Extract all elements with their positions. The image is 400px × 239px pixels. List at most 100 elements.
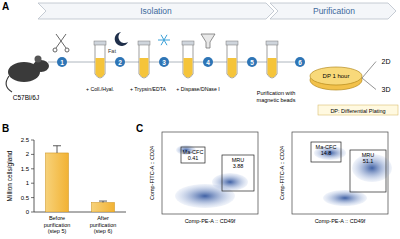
panel-label: B bbox=[2, 123, 9, 134]
tube-wall bbox=[183, 44, 193, 78]
y-tick bbox=[31, 154, 34, 155]
flow-y-label: Comp-FITC-A :: CD24 bbox=[279, 146, 285, 200]
purification-label: magnetic beads bbox=[257, 97, 296, 103]
tube-wall bbox=[139, 44, 149, 78]
tube-liquid bbox=[140, 58, 149, 78]
category-line: (step 5) bbox=[48, 228, 67, 234]
y-axis bbox=[34, 140, 35, 212]
gate-name: Ma-CFC bbox=[183, 149, 204, 155]
flow-plot-frame bbox=[162, 132, 258, 214]
mouse-ear bbox=[35, 56, 42, 63]
bar bbox=[46, 153, 69, 212]
error-cap bbox=[53, 145, 61, 146]
step-circle bbox=[203, 57, 213, 67]
tube-wall bbox=[267, 44, 277, 78]
snowflake-arm bbox=[161, 35, 167, 45]
tube-liquid bbox=[96, 58, 105, 78]
mouse-strain: C57Bl/6J bbox=[13, 94, 39, 101]
y-tick bbox=[31, 140, 34, 141]
phase-arrow bbox=[270, 3, 396, 19]
funnel-icon bbox=[201, 34, 215, 48]
error-cap bbox=[99, 201, 107, 202]
note-box bbox=[318, 105, 398, 115]
y-tick-label: 1.5 bbox=[21, 166, 30, 172]
output-arrow bbox=[362, 78, 376, 90]
blade bbox=[56, 34, 66, 48]
process-line bbox=[48, 62, 300, 63]
cell-cloud bbox=[212, 173, 248, 191]
gate bbox=[350, 150, 386, 192]
fat-label: Fat bbox=[108, 48, 116, 54]
blade bbox=[56, 34, 66, 48]
output-arrow bbox=[362, 62, 376, 79]
tube-cap bbox=[94, 41, 106, 45]
phase-label: Purification bbox=[313, 6, 355, 16]
panel-label: A bbox=[2, 1, 9, 12]
step-circle bbox=[57, 57, 67, 67]
step-number: 2 bbox=[118, 59, 122, 66]
flow-x-label: Comp-PE-A :: CD49f bbox=[185, 218, 236, 224]
tube bbox=[138, 41, 150, 78]
y-tick bbox=[31, 168, 34, 169]
tube bbox=[266, 41, 278, 78]
moon-icon bbox=[115, 32, 128, 46]
tube-cap bbox=[138, 41, 150, 45]
tube bbox=[182, 41, 194, 78]
error-bar bbox=[53, 146, 61, 153]
note-label: DP: Differential Plating bbox=[330, 108, 385, 114]
step-circle bbox=[159, 57, 169, 67]
step-number: 5 bbox=[250, 59, 254, 66]
gate-name: MRU bbox=[362, 152, 375, 158]
category-label: Afterpurification(step 6) bbox=[90, 215, 117, 234]
mouse-tail bbox=[6, 76, 12, 92]
tube-cap bbox=[266, 41, 278, 45]
handle bbox=[53, 48, 57, 52]
category-line: purification bbox=[90, 222, 117, 228]
phase-arrow bbox=[38, 3, 274, 19]
tube-wall bbox=[227, 44, 237, 78]
category-line: After bbox=[97, 215, 109, 221]
gate bbox=[181, 147, 205, 163]
y-tick-label: 2.5 bbox=[21, 137, 30, 143]
scissors-icon bbox=[53, 34, 69, 52]
cell-cloud bbox=[323, 190, 367, 206]
mouse-head bbox=[33, 60, 49, 72]
snowflake-icon bbox=[158, 35, 170, 45]
tube-wall bbox=[95, 44, 105, 78]
y-tick bbox=[31, 183, 34, 184]
step-circle bbox=[295, 57, 305, 67]
step-number: 4 bbox=[206, 59, 210, 66]
step-circle bbox=[115, 57, 125, 67]
error-line bbox=[57, 146, 58, 153]
gate bbox=[311, 142, 341, 162]
gate-value: 3.88 bbox=[233, 163, 244, 169]
y-tick bbox=[31, 212, 34, 213]
snowflake-arm bbox=[161, 35, 167, 45]
flow-x-label: Comp-PE-A :: CD49f bbox=[315, 218, 366, 224]
mouse-icon bbox=[6, 56, 49, 93]
gate-value: 0.41 bbox=[188, 155, 199, 161]
gate bbox=[222, 155, 254, 191]
y-tick-label: 0.5 bbox=[21, 195, 30, 201]
tube bbox=[94, 41, 106, 78]
tube-liquid bbox=[184, 58, 193, 78]
figure: ABCIsolationPurificationC57Bl/6J123456Fa… bbox=[0, 0, 400, 239]
handle bbox=[65, 48, 69, 52]
dish-top bbox=[310, 67, 362, 85]
panel-label: C bbox=[136, 123, 143, 134]
dish-label: DP 1 hour bbox=[323, 73, 350, 79]
category-line: purification bbox=[44, 222, 71, 228]
gate-name: MRU bbox=[232, 157, 245, 163]
tube-liquid bbox=[228, 58, 237, 78]
reagent-label: + Coll./Hyal. bbox=[86, 86, 114, 92]
output-label: 3D bbox=[382, 86, 391, 93]
y-axis-label: Million cells/gland bbox=[6, 150, 14, 201]
bar bbox=[92, 202, 115, 212]
gate-value: 14.8 bbox=[321, 150, 332, 156]
tube-cap bbox=[182, 41, 194, 45]
step-number: 6 bbox=[298, 59, 302, 66]
step-number: 3 bbox=[162, 59, 166, 66]
step-number: 1 bbox=[60, 59, 64, 66]
gate-name: Ma-CFC bbox=[316, 144, 337, 150]
category-line: Before bbox=[49, 215, 65, 221]
